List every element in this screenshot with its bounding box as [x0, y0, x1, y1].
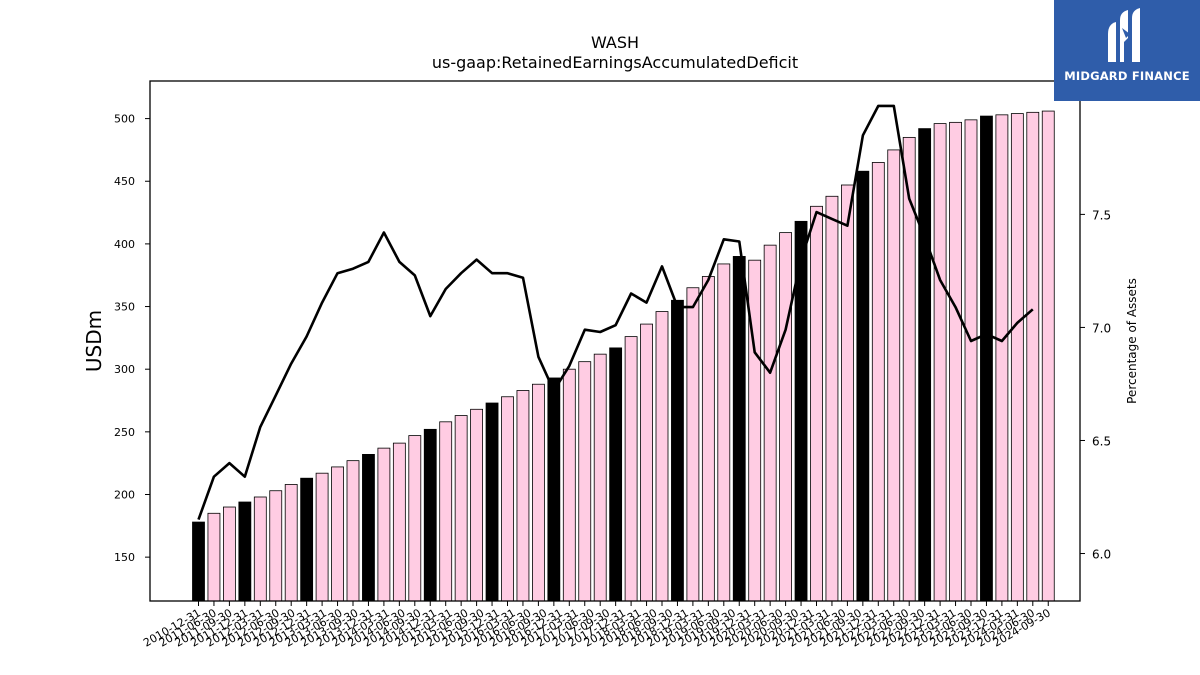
bar [779, 232, 792, 602]
line-series [197, 104, 1034, 521]
bar [609, 347, 623, 602]
bar [717, 263, 731, 602]
bar [423, 428, 437, 602]
bar [701, 276, 715, 602]
bar [748, 259, 762, 602]
bar [300, 477, 314, 602]
bar [470, 408, 484, 602]
bar [871, 162, 885, 602]
bar [1041, 110, 1055, 602]
bar [192, 521, 205, 602]
y2-tick-label: 7.0 [1092, 321, 1111, 335]
y-tick-label: 500 [114, 113, 135, 126]
bar [918, 128, 932, 602]
y-tick-label: 400 [114, 238, 135, 251]
midgard-finance-logo: MIDGARD FINANCE [1054, 0, 1200, 101]
plot-frame [149, 80, 1081, 602]
bar [454, 415, 468, 602]
bar [485, 402, 499, 602]
y-axis-label: USDm [82, 310, 106, 372]
bar [253, 496, 267, 602]
bar [547, 377, 561, 602]
bar [655, 311, 669, 602]
x-axis: 2010-12-312011-06-302011-09-302011-12-31… [141, 601, 1053, 650]
bar [686, 287, 700, 602]
bar [995, 114, 1009, 602]
y-axis-right: 6.0 6.5 7.0 7.5 [1080, 208, 1111, 562]
y2-tick-label: 7.5 [1092, 208, 1111, 222]
y-tick-label: 150 [114, 551, 135, 564]
bar [331, 466, 344, 602]
bar [856, 170, 870, 602]
bar [640, 323, 653, 602]
bar [516, 390, 530, 602]
bar [377, 447, 391, 602]
bar [841, 184, 854, 602]
bar [501, 396, 514, 602]
bar [346, 460, 360, 602]
y-tick-label: 450 [114, 175, 135, 188]
bar [238, 501, 252, 602]
bar [408, 435, 422, 602]
bar [562, 368, 576, 602]
bar [825, 195, 839, 602]
bar [933, 123, 947, 602]
bar [671, 299, 684, 602]
y-tick-label: 350 [114, 301, 135, 314]
bar [763, 244, 777, 602]
line-path [197, 104, 1034, 521]
bar [980, 115, 993, 602]
bar [593, 353, 607, 602]
bar [362, 453, 375, 602]
bar [810, 205, 823, 602]
logo-text: MIDGARD FINANCE [1064, 69, 1190, 83]
chart-subtitle: us-gaap:RetainedEarningsAccumulatedDefic… [432, 53, 798, 72]
midgard-logo-icon [1108, 8, 1140, 62]
y2-axis-label: Percentage of Assets [1125, 278, 1139, 404]
bar [732, 256, 746, 602]
bar [532, 383, 545, 602]
bar [439, 421, 453, 602]
bar [222, 506, 236, 602]
bar [207, 512, 221, 602]
bar [887, 149, 901, 602]
bar [315, 472, 329, 602]
bar [949, 121, 962, 602]
chart-title: WASH [591, 33, 639, 52]
y-tick-label: 200 [114, 488, 135, 501]
bar [624, 336, 638, 602]
y-axis-left: 150 200 250 300 350 400 450 500 [114, 113, 150, 564]
bar [964, 119, 978, 602]
y2-tick-label: 6.5 [1092, 434, 1111, 448]
y-tick-label: 250 [114, 426, 135, 439]
bar [1026, 111, 1040, 602]
bar [578, 361, 592, 602]
bar-series [192, 110, 1055, 602]
y-tick-label: 300 [114, 363, 135, 376]
bar [392, 442, 406, 602]
y2-tick-label: 6.0 [1092, 548, 1111, 562]
bar [1010, 113, 1024, 602]
bar [284, 484, 298, 602]
bar [269, 490, 283, 602]
